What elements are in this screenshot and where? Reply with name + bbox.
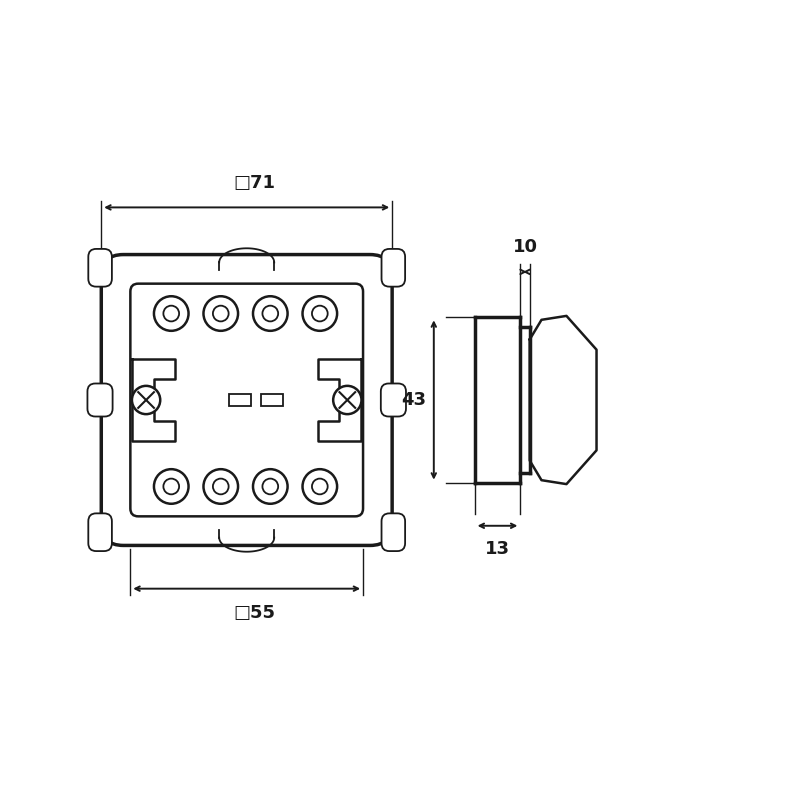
FancyBboxPatch shape bbox=[102, 254, 392, 546]
Circle shape bbox=[302, 296, 337, 331]
Circle shape bbox=[213, 478, 229, 494]
FancyBboxPatch shape bbox=[88, 514, 112, 551]
Circle shape bbox=[262, 306, 278, 322]
Text: 43: 43 bbox=[401, 391, 426, 409]
Circle shape bbox=[132, 386, 160, 414]
Circle shape bbox=[163, 306, 179, 322]
Circle shape bbox=[203, 296, 238, 331]
Circle shape bbox=[302, 469, 337, 504]
FancyBboxPatch shape bbox=[130, 284, 363, 516]
Circle shape bbox=[253, 296, 287, 331]
Circle shape bbox=[163, 478, 179, 494]
Circle shape bbox=[154, 469, 189, 504]
Text: □71: □71 bbox=[234, 174, 275, 192]
FancyBboxPatch shape bbox=[87, 383, 113, 417]
Circle shape bbox=[333, 386, 362, 414]
FancyBboxPatch shape bbox=[88, 249, 112, 286]
Text: □55: □55 bbox=[234, 604, 275, 622]
Circle shape bbox=[262, 478, 278, 494]
Circle shape bbox=[253, 469, 287, 504]
FancyBboxPatch shape bbox=[382, 249, 405, 286]
Text: 13: 13 bbox=[485, 540, 510, 558]
Circle shape bbox=[154, 296, 189, 331]
Bar bbox=[230, 394, 251, 406]
FancyBboxPatch shape bbox=[382, 514, 405, 551]
FancyBboxPatch shape bbox=[381, 383, 406, 417]
Circle shape bbox=[203, 469, 238, 504]
Text: 10: 10 bbox=[513, 238, 538, 256]
Bar bbox=[261, 394, 283, 406]
Circle shape bbox=[213, 306, 229, 322]
Circle shape bbox=[312, 306, 328, 322]
Circle shape bbox=[312, 478, 328, 494]
